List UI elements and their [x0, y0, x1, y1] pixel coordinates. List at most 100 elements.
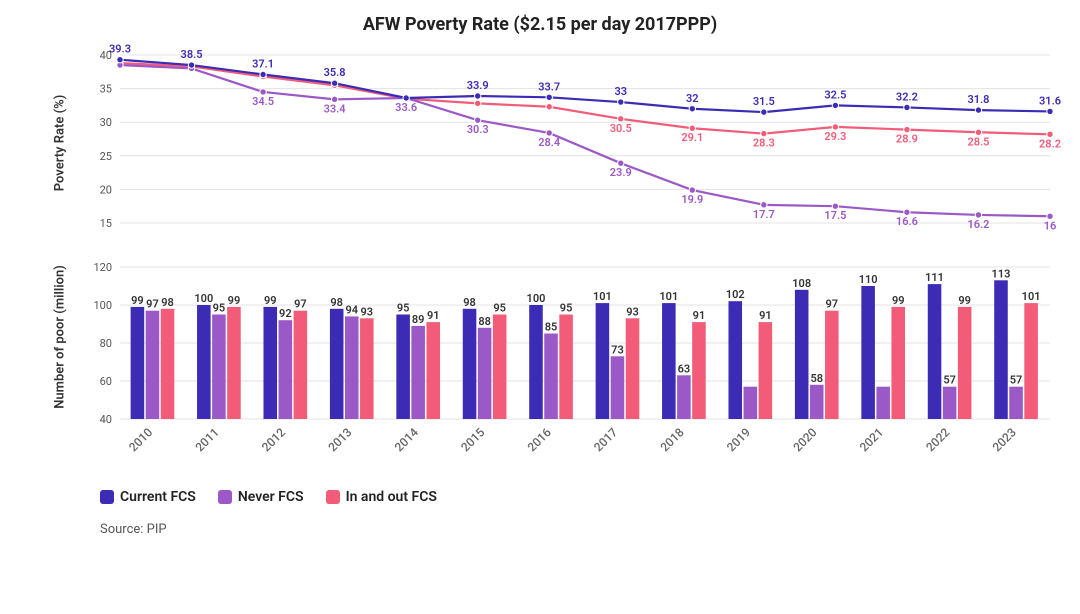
bar-inout: [493, 315, 507, 420]
svg-text:28.4: 28.4: [538, 136, 560, 149]
svg-text:31.5: 31.5: [753, 95, 775, 108]
svg-text:16.6: 16.6: [896, 215, 918, 228]
bar-never: [943, 387, 957, 419]
svg-text:80: 80: [100, 337, 112, 350]
svg-text:17.7: 17.7: [753, 208, 775, 221]
svg-text:98: 98: [463, 296, 476, 309]
svg-text:60: 60: [100, 375, 112, 388]
bar-current: [463, 309, 477, 419]
svg-text:28.3: 28.3: [753, 137, 775, 150]
bar-never: [146, 311, 160, 419]
bar-current: [596, 303, 610, 419]
svg-text:32.5: 32.5: [824, 88, 846, 101]
bar-never: [411, 326, 425, 419]
svg-text:35: 35: [100, 83, 112, 96]
bar-current: [728, 301, 742, 419]
svg-text:100: 100: [93, 299, 112, 312]
svg-text:58: 58: [810, 372, 823, 385]
svg-text:57: 57: [943, 374, 956, 387]
svg-text:97: 97: [826, 298, 839, 311]
bar-chart-y-axis-label: Number of poor (million): [53, 265, 68, 409]
svg-text:33.7: 33.7: [538, 80, 560, 93]
bar-never: [810, 385, 824, 419]
legend-swatch: [100, 490, 114, 504]
svg-text:2018: 2018: [658, 425, 687, 454]
svg-text:99: 99: [264, 294, 277, 307]
svg-text:33.4: 33.4: [324, 102, 346, 115]
svg-text:40: 40: [100, 413, 112, 426]
bar-inout: [891, 307, 905, 419]
svg-text:28.9: 28.9: [896, 133, 918, 146]
svg-text:32.2: 32.2: [896, 90, 918, 103]
svg-text:91: 91: [759, 309, 772, 322]
bar-inout: [360, 318, 374, 419]
legend-label: In and out FCS: [346, 489, 437, 505]
svg-text:37.1: 37.1: [252, 57, 274, 70]
svg-text:100: 100: [527, 292, 546, 305]
svg-text:99: 99: [892, 294, 905, 307]
svg-text:99: 99: [131, 294, 144, 307]
svg-text:38.5: 38.5: [181, 48, 203, 61]
number-of-poor-bar-chart: Number of poor (million) 406080100120999…: [40, 249, 1040, 469]
legend-item-inout: In and out FCS: [326, 489, 437, 505]
bar-inout: [825, 311, 839, 419]
bar-never: [345, 316, 359, 419]
svg-text:29.1: 29.1: [681, 131, 703, 144]
svg-text:97: 97: [294, 298, 307, 311]
svg-text:57: 57: [1010, 374, 1023, 387]
svg-text:2021: 2021: [857, 425, 886, 454]
bar-current: [795, 290, 809, 419]
svg-text:2020: 2020: [790, 425, 819, 454]
svg-text:97: 97: [146, 298, 159, 311]
bar-current: [396, 315, 410, 420]
svg-text:35.8: 35.8: [324, 66, 346, 79]
line-chart-y-axis-label: Poverty Rate (%): [53, 95, 68, 192]
bar-never: [212, 315, 226, 420]
poverty-rate-line-chart: Poverty Rate (%) 15202530354030.529.128.…: [40, 43, 1040, 243]
svg-text:16: 16: [1044, 219, 1057, 232]
svg-text:94: 94: [345, 303, 358, 316]
bar-inout: [294, 311, 308, 419]
bar-current: [131, 307, 145, 419]
svg-text:16.2: 16.2: [967, 218, 989, 231]
svg-text:2023: 2023: [990, 425, 1019, 454]
bar-inout: [958, 307, 972, 419]
legend-swatch: [326, 490, 340, 504]
svg-text:95: 95: [213, 302, 226, 315]
svg-text:95: 95: [397, 302, 410, 315]
bar-inout: [559, 315, 573, 420]
bar-never: [478, 328, 492, 419]
svg-text:99: 99: [228, 294, 241, 307]
svg-text:20: 20: [100, 183, 112, 196]
bar-inout: [426, 322, 440, 419]
bar-never: [876, 387, 890, 419]
svg-text:31.6: 31.6: [1039, 94, 1061, 107]
svg-text:108: 108: [792, 277, 811, 290]
svg-text:100: 100: [194, 292, 213, 305]
svg-text:73: 73: [611, 343, 624, 356]
bar-inout: [692, 322, 706, 419]
svg-text:98: 98: [330, 296, 343, 309]
bar-inout: [161, 309, 175, 419]
bar-current: [529, 305, 543, 419]
svg-text:110: 110: [859, 273, 878, 286]
svg-text:39.3: 39.3: [109, 43, 131, 56]
svg-text:33: 33: [614, 85, 627, 98]
bar-current: [197, 305, 211, 419]
svg-text:19.9: 19.9: [681, 193, 703, 206]
svg-text:111: 111: [925, 271, 944, 284]
chart-title: AFW Poverty Rate ($2.15 per day 2017PPP): [40, 14, 1040, 35]
svg-text:93: 93: [361, 305, 374, 318]
svg-text:2022: 2022: [923, 425, 952, 454]
svg-text:2011: 2011: [193, 425, 222, 454]
bar-never: [279, 320, 293, 419]
svg-text:120: 120: [93, 261, 112, 274]
svg-text:91: 91: [693, 309, 706, 322]
svg-text:2013: 2013: [325, 425, 354, 454]
svg-text:30.5: 30.5: [610, 122, 632, 135]
bar-never: [544, 334, 558, 420]
bar-inout: [759, 322, 773, 419]
legend-item-current: Current FCS: [100, 489, 196, 505]
svg-text:25: 25: [100, 150, 112, 163]
svg-text:93: 93: [626, 305, 639, 318]
